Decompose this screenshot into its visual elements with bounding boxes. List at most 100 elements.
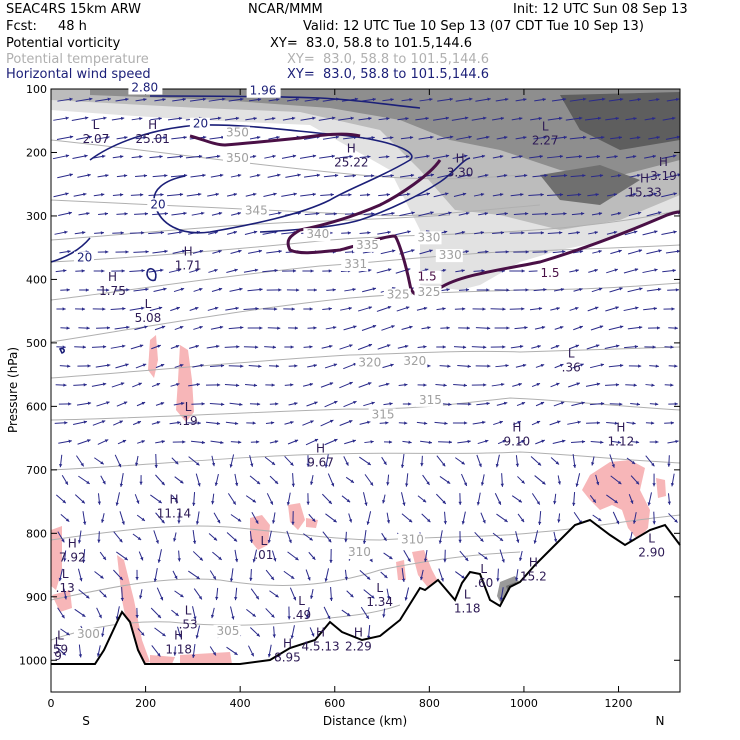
wind-vector-head xyxy=(448,440,453,444)
wind-vector-head xyxy=(405,117,409,121)
wind-contour-label-bg xyxy=(147,198,168,212)
field-theta-xy: XY= 83.0, 58.8 to 101.5,144.6 xyxy=(287,52,490,67)
wind-vector-head xyxy=(465,288,470,292)
theta-contour-label: 310 xyxy=(401,532,424,546)
wind-vector-head xyxy=(182,249,186,253)
wind-vector-head xyxy=(404,421,408,425)
wind-vector-head xyxy=(237,173,242,178)
wind-vector-head xyxy=(161,519,165,524)
wind-vector-head xyxy=(559,154,564,159)
wind-vector-head xyxy=(158,306,163,310)
wind-vector-head xyxy=(540,363,545,368)
wind-vector-head xyxy=(521,231,525,235)
field-wind-xy: XY= 83.0, 58.8 to 101.5,144.6 xyxy=(287,67,490,82)
wind-vector-head xyxy=(139,155,143,159)
theta-contour-label: 325 xyxy=(418,285,441,299)
wind-vector-head xyxy=(312,192,316,197)
wind-vector-head xyxy=(559,231,563,235)
wind-vector-head xyxy=(647,502,651,506)
wind-vector-head xyxy=(366,193,371,197)
wind-vector-head xyxy=(347,231,351,235)
theta-contour-label-bg xyxy=(397,533,425,547)
wind-vector-head xyxy=(328,500,332,504)
theta-contour-label-bg xyxy=(222,126,250,140)
wind-vector-head xyxy=(211,462,216,467)
wind-vector-head xyxy=(82,345,86,349)
wind-vector-head xyxy=(440,577,444,582)
wind-vector-head xyxy=(87,401,92,405)
wind-vector-head xyxy=(124,556,128,561)
wind-vector-head xyxy=(144,325,148,329)
wind-vector-head xyxy=(411,249,415,253)
wind-vector-head xyxy=(126,288,130,292)
wind-vector-head xyxy=(580,212,585,216)
wind-vector-head xyxy=(426,154,430,158)
plot-frame xyxy=(50,88,681,693)
wind-vector-head xyxy=(367,231,371,235)
extremum-marker: H xyxy=(529,556,538,570)
wind-vector-head xyxy=(443,230,448,234)
wind-vector-head xyxy=(97,539,101,543)
wind-vector-head xyxy=(178,116,183,121)
wind-vector-head xyxy=(291,521,295,525)
wind-vector-head xyxy=(100,461,104,465)
wind-vector-head xyxy=(673,230,677,234)
wind-vector-head xyxy=(476,501,481,506)
wind-vector-head xyxy=(103,594,107,598)
wind-vector-head xyxy=(258,249,262,253)
x-tick-label: 800 xyxy=(419,697,440,710)
wind-vector-head xyxy=(390,363,394,367)
wind-vector-head xyxy=(369,558,373,563)
wind-vector-head xyxy=(310,481,314,485)
extremum-value: 15.2 xyxy=(520,570,547,584)
wind-vector-head xyxy=(64,230,68,234)
wind-vector-head xyxy=(557,420,561,424)
wind-vector-head xyxy=(344,538,348,543)
wind-vector-head xyxy=(122,439,127,443)
wind-vector-head xyxy=(674,519,678,523)
wind-vector-head xyxy=(178,633,182,638)
wind-vector-head xyxy=(537,462,542,466)
wind-vector-head xyxy=(368,116,372,121)
wind-vector-head xyxy=(462,345,467,349)
wind-vector-head xyxy=(89,97,93,101)
wind-vector-head xyxy=(538,306,543,311)
wind-vector-head xyxy=(596,421,601,425)
extremum-value: 1.18 xyxy=(165,643,192,657)
wind-vector-head xyxy=(483,383,487,387)
wind-vector-head xyxy=(229,464,233,468)
wind-vector-head xyxy=(333,519,337,523)
wind-vector-head xyxy=(196,575,200,579)
wind-vector-head xyxy=(449,97,453,101)
wind-vector-head xyxy=(631,460,636,465)
wind-vector-head xyxy=(656,326,661,330)
wind-vector-head xyxy=(599,173,604,178)
pv-contour-label: 1.5 xyxy=(418,270,437,284)
wind-vector-head xyxy=(636,402,640,406)
wind-vector-head xyxy=(288,539,292,544)
wind-vector-head xyxy=(215,596,219,601)
wind-vector-head xyxy=(306,501,310,505)
wind-vector-head xyxy=(234,421,239,426)
wind-vector-head xyxy=(632,421,636,425)
wind-vector-head xyxy=(119,576,123,580)
wind-vector-head xyxy=(123,401,128,405)
wind-vector-head xyxy=(219,325,224,330)
wind-vector-head xyxy=(233,192,238,197)
wind-vector-head xyxy=(655,364,659,368)
wind-vector-head xyxy=(183,135,187,140)
wind-vector-head xyxy=(553,538,558,543)
wind-vector-head xyxy=(638,325,643,330)
wind-vector-head xyxy=(557,481,561,485)
wind-vector-head xyxy=(655,402,659,406)
wind-vector-head xyxy=(88,135,92,139)
wind-vector-head xyxy=(145,250,149,254)
wind-vector-head xyxy=(671,307,675,311)
wind-vector-head xyxy=(59,463,63,468)
wind-vector-head xyxy=(387,230,391,235)
wind-vector-head xyxy=(65,154,70,158)
extremum-marker: H xyxy=(169,492,178,506)
wind-vector-head xyxy=(556,382,560,386)
y-tick-label: 500 xyxy=(26,337,47,350)
wind-vector-head xyxy=(371,401,375,405)
